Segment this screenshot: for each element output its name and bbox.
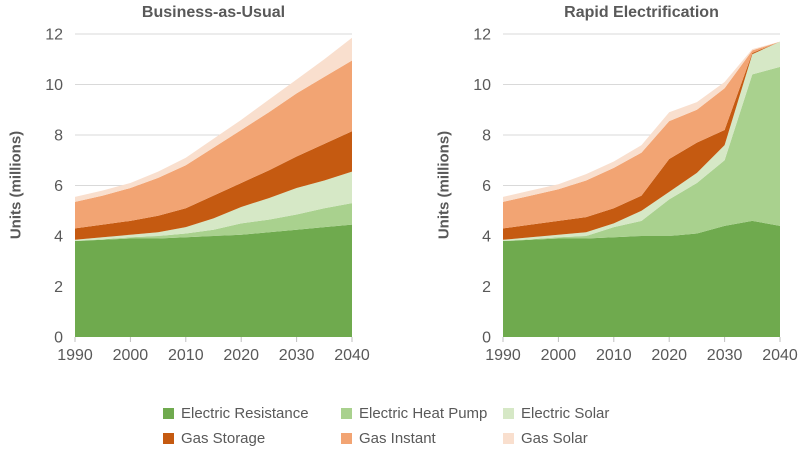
legend-label: Electric Resistance [181,404,309,422]
legend-item-gas-instant: Gas Instant [341,428,503,448]
y-tick-label: 4 [54,229,63,246]
chart-business-as-usual: Business-as-Usual Units (millions) 1990 2… [0,0,400,385]
y-tick-label: 8 [482,128,491,145]
legend-label: Gas Storage [181,429,266,447]
legend-item-electric-solar: Electric Solar [503,403,648,423]
x-tick-label: 2010 [168,347,204,364]
chart-title-business-as-usual: Business-as-Usual [141,4,286,21]
x-tick-label: 2040 [334,347,370,364]
area-gas-storage [75,131,352,240]
chart-rapid-electrification: Rapid Electrification Units (millions) 1… [400,0,800,385]
plot-area-business-as-usual: 1990 2000 2010 2020 2030 2040 0 2 4 6 8 10 12 [45,27,370,365]
legend-item-electric-resistance: Electric Resistance [163,403,341,423]
legend-swatch-gas-storage [163,432,174,444]
x-tick-label: 1990 [57,347,93,364]
x-tick-label: 2000 [541,347,577,364]
area-electric-heat-pump [503,66,780,242]
legend-label: Gas Instant [359,429,436,447]
y-tick-label: 8 [54,128,63,145]
legend-item-gas-storage: Gas Storage [163,428,341,448]
x-tick-label: 2030 [707,347,743,364]
y-tick-label: 6 [482,178,491,195]
area-gas-instant [75,60,352,229]
y-tick-label: 12 [45,27,63,44]
x-tick-label: 2020 [223,347,259,364]
y-tick-label: 2 [482,279,491,296]
x-tick-label: 2040 [762,347,798,364]
y-axis-label: Units (millions) [435,130,453,240]
x-tick-label: 1990 [485,347,521,364]
legend-swatch-gas-instant [341,432,352,444]
legend-swatch-gas-solar [503,432,514,444]
legend-swatch-electric-heat-pump [341,407,352,419]
legend-swatch-electric-solar [503,407,514,419]
x-tick-label: 2010 [596,347,632,364]
x-tick-label: 2000 [113,347,149,364]
y-tick-label: 10 [473,77,491,94]
y-tick-label: 0 [482,330,491,347]
area-gas-storage [503,41,780,240]
area-electric-resistance [503,220,780,337]
y-tick-label: 10 [45,77,63,94]
plot-area-rapid-electrification: 1990 2000 2010 2020 2030 2040 0 2 4 6 8 10 12 [473,27,798,365]
legend-label: Gas Solar [521,429,588,447]
y-tick-label: 4 [482,229,491,246]
area-electric-solar [503,41,780,242]
legend: Electric Resistance Electric Heat Pump E… [163,403,648,448]
y-tick-label: 6 [54,178,63,195]
y-axis-label: Units (millions) [7,130,25,240]
legend-item-electric-heat-pump: Electric Heat Pump [341,403,503,423]
x-tick-label: 2020 [651,347,687,364]
chart-title-rapid-electrification: Rapid Electrification [564,4,719,21]
area-electric-resistance [75,224,352,337]
area-gas-instant [503,41,780,229]
legend-label: Electric Heat Pump [359,404,488,422]
y-tick-label: 2 [54,279,63,296]
area-electric-solar [75,171,352,242]
area-electric-heat-pump [75,203,352,242]
y-tick-label: 12 [473,27,491,44]
legend-swatch-electric-resistance [163,407,174,419]
legend-item-gas-solar: Gas Solar [503,428,648,448]
legend-label: Electric Solar [521,404,610,422]
x-tick-label: 2030 [279,347,315,364]
y-tick-label: 0 [54,330,63,347]
